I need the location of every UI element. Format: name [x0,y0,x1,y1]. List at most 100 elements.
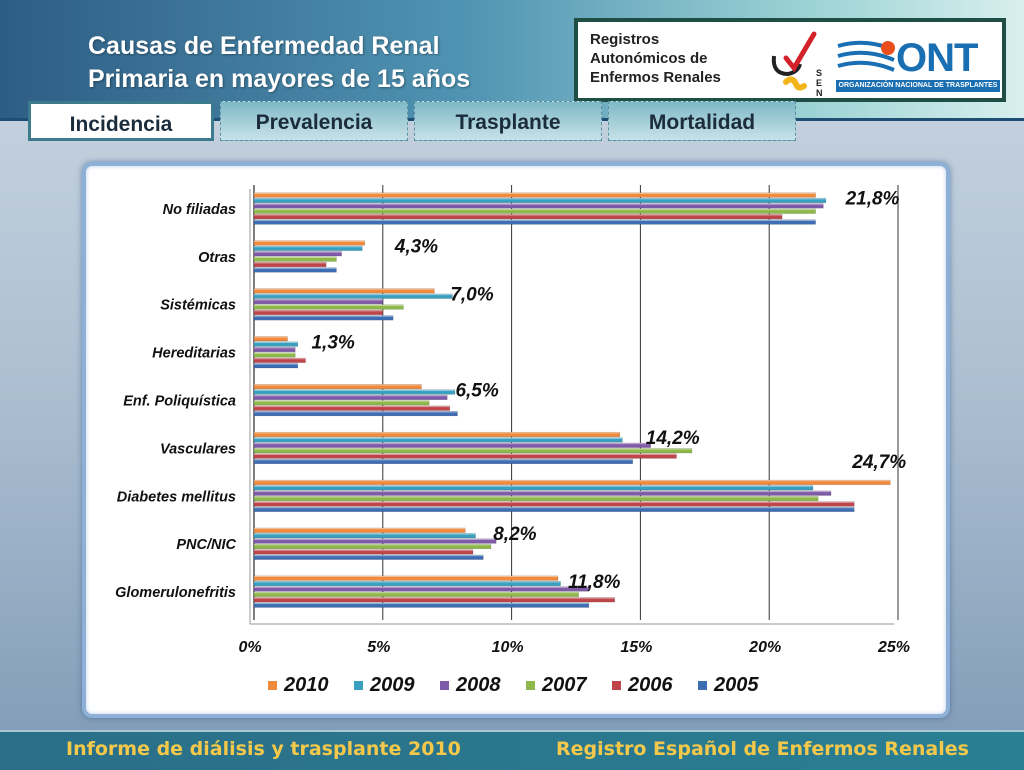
bar [253,506,855,512]
bar [253,501,855,507]
bar-highlight [254,341,298,344]
bar-highlight [254,384,422,386]
ont-logo: ONT ORGANIZACIÓN NACIONAL DE TRASPLANTES [836,36,1000,94]
bar [253,496,819,502]
bar-highlight [254,575,558,578]
bar [253,411,458,417]
tab-incidencia[interactable]: Incidencia [28,101,214,141]
bar [253,591,579,597]
category-label: Sistémicas [160,298,236,314]
tab-trasplante[interactable]: Trasplante [414,101,602,141]
category-label: Glomerulonefritis [115,585,236,601]
bar-highlight [254,581,561,583]
bar-highlight [254,527,466,530]
bar [253,261,327,268]
bar [253,389,456,395]
section-tabs: Incidencia Prevalencia Trasplante Mortal… [0,101,1024,143]
bar [253,336,288,342]
bar [253,267,337,273]
x-tick-label: 15% [620,639,652,656]
bar [253,256,337,262]
bar-highlight [254,602,589,605]
legend-swatch [354,681,363,690]
bar [253,219,816,225]
bar [253,197,827,203]
title-line-2: Primaria en mayores de 15 años [88,65,471,93]
ont-subtitle: ORGANIZACIÓN NACIONAL DE TRASPLANTES [836,80,1000,92]
registry-logo-box: Registros Autonómicos de Enfermos Renale… [574,18,1006,102]
bar-highlight [254,203,824,205]
bar-highlight [254,480,891,482]
value-label: 1,3% [311,332,354,353]
bar-highlight [254,507,855,509]
bar [253,431,621,438]
ont-swoosh-icon [837,40,895,72]
bar [253,315,394,321]
bar [253,357,306,363]
category-label: No filiadas [163,202,236,218]
bar [253,581,561,587]
bar [253,405,451,411]
bar-highlight [254,538,497,540]
bar [253,597,615,603]
bar [253,437,623,443]
bar-highlight [254,405,450,408]
category-label: Vasculares [160,441,236,457]
bar-highlight [254,485,813,487]
logo-text-line-2: Autonómicos de [590,50,708,67]
bar [253,533,476,539]
bar-highlight [254,251,342,253]
legend-label: 2005 [713,674,759,696]
legend-label: 2009 [369,674,415,696]
bar-highlight [254,347,296,349]
bar [253,309,384,315]
bar-highlight [254,336,288,338]
bar-highlight [254,293,453,296]
bar-highlight [254,459,633,461]
bar-highlight [254,352,296,354]
title-line-1: Causas de Enfermedad Renal [88,32,440,60]
bar [253,352,296,358]
x-tick-label: 0% [238,639,261,656]
bar [253,208,816,214]
bar-highlight [254,389,455,391]
bar-highlight [254,496,819,498]
sen-letter-e: E [816,78,822,88]
bar-highlight [254,363,298,365]
bar [253,490,832,496]
bar-highlight [254,501,855,503]
bar-highlight [254,198,826,200]
footer-registry-name: Registro Español de Enfermos Renales [556,738,969,760]
bar [253,384,422,390]
bar [253,575,559,581]
bar-highlight [254,490,832,493]
tab-prevalencia[interactable]: Prevalencia [220,101,408,141]
value-label: 8,2% [493,524,536,545]
legend-swatch [612,681,621,690]
bar [253,299,384,305]
bar [253,214,783,220]
category-label: Diabetes mellitus [117,489,236,505]
bar-highlight [254,544,491,546]
bar-highlight [254,192,816,194]
x-tick-label: 10% [492,639,524,656]
legend-swatch [268,681,277,690]
bar [253,245,363,251]
tab-mortalidad[interactable]: Mortalidad [608,101,796,141]
bar [253,394,448,400]
ont-name: ONT [896,36,978,80]
bar-highlight [254,411,458,413]
sen-logo-icon: S E N [771,31,823,98]
bar-highlight [254,358,306,360]
bar-highlight [254,554,484,557]
bar-highlight [254,219,816,221]
bar [253,240,366,246]
legend-label: 2010 [283,674,329,696]
value-label: 7,0% [450,285,493,306]
bar-highlight [254,208,816,211]
category-label: Hereditarias [152,346,236,362]
logo-text-line-1: Registros [590,31,660,48]
legend-label: 2007 [541,674,587,696]
bar-highlight [254,442,651,445]
bar-highlight [254,432,620,434]
